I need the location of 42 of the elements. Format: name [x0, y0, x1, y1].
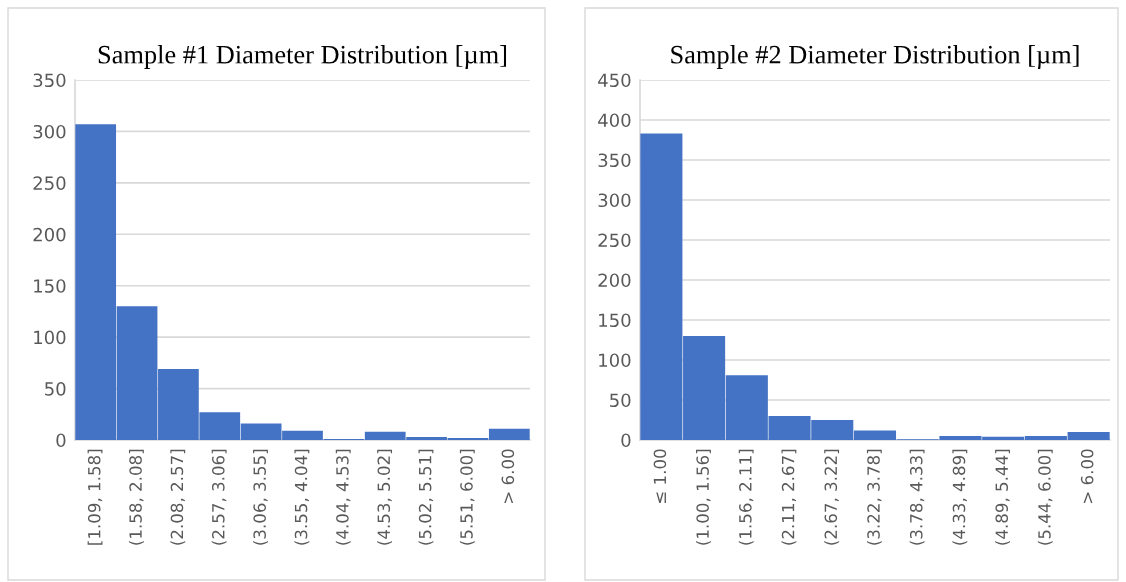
x-tick-label: (1.58, 2.08]	[128, 449, 144, 545]
x-tick-label: (4.04, 4.53]	[335, 449, 351, 545]
x-tick-label: (4.33, 4.89]	[952, 449, 968, 545]
x-tick-label: (1.56, 2.11]	[738, 449, 754, 545]
y-tick-label: 100	[599, 353, 631, 368]
x-tick-label: (5.02, 5.51]	[418, 449, 434, 545]
x-tick-label: ≤ 1.00	[653, 449, 667, 503]
y-tick-label: 0	[56, 433, 66, 448]
x-tick-label: > 6.00	[501, 449, 515, 503]
x-tick-label: (2.08, 2.57]	[170, 449, 186, 545]
x-tick-label: (2.11, 2.67]	[781, 449, 797, 545]
y-tick-label: 450	[598, 73, 631, 88]
x-tick-label: (2.67, 3.22]	[824, 449, 840, 545]
y-tick-label: 350	[598, 153, 631, 168]
x-tick-label: (3.22, 3.78]	[866, 449, 882, 545]
chart-title: Sample #2 Diameter Distribution [µm]	[671, 45, 1079, 69]
y-tick-label: 300	[33, 124, 66, 139]
y-tick-label: 200	[598, 273, 631, 288]
y-tick-label: 50	[610, 393, 631, 408]
x-tick-label: (3.55, 4.04]	[294, 449, 310, 545]
x-tick-label: (1.00, 1.56]	[696, 449, 711, 545]
y-tick-label: 150	[34, 279, 66, 293]
y-tick-label: 0	[621, 433, 631, 448]
y-tick-label: 250	[598, 233, 631, 248]
y-tick-label: 100	[34, 330, 66, 345]
y-tick-label: 50	[45, 382, 66, 396]
x-tick-label: (4.53, 5.02]	[377, 449, 393, 545]
chart-title: Sample #1 Diameter Distribution [µm]	[98, 45, 507, 69]
x-tick-label: (5.44, 6.00]	[1037, 449, 1053, 545]
x-tick-label: (3.06, 3.55]	[253, 449, 268, 545]
x-tick-label: (3.78, 4.33]	[909, 449, 925, 545]
y-tick-label: 400	[598, 113, 631, 128]
x-tick-label: > 6.00	[1080, 449, 1094, 503]
x-tick-label: (5.51, 6.00]	[459, 449, 475, 545]
x-tick-label: (4.89, 5.44]	[995, 449, 1010, 545]
y-tick-label: 150	[599, 313, 631, 328]
x-tick-label: [1.09, 1.58]	[87, 449, 103, 545]
y-tick-label: 250	[33, 176, 66, 190]
y-tick-label: 200	[33, 227, 66, 242]
y-tick-label: 350	[33, 73, 66, 88]
y-tick-label: 300	[598, 193, 631, 208]
x-tick-label: (2.57, 3.06]	[211, 449, 227, 545]
